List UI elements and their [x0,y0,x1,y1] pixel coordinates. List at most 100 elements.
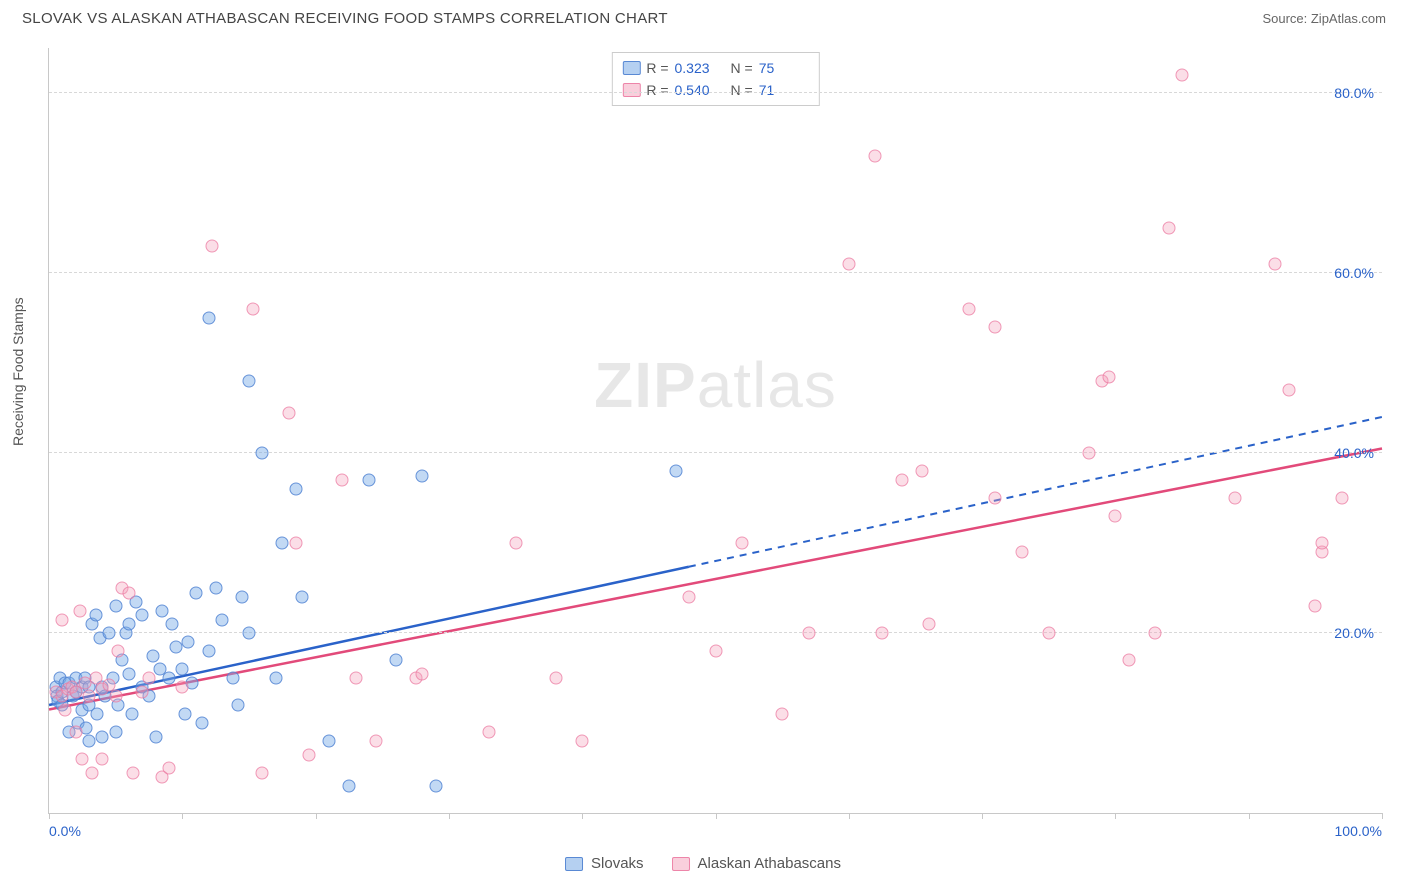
legend-correlation-box: R = 0.323 N = 75 R = 0.540 N = 71 [611,52,819,106]
x-tick [1115,813,1116,819]
scatter-point [389,654,402,667]
scatter-point [242,375,255,388]
scatter-point [349,672,362,685]
x-tick [449,813,450,819]
scatter-point [90,708,103,721]
swatch-pink [672,857,690,871]
scatter-point [156,604,169,617]
scatter-point [282,406,295,419]
scatter-point [256,766,269,779]
scatter-point [82,690,95,703]
scatter-point [302,748,315,761]
scatter-point [342,780,355,793]
scatter-point [876,627,889,640]
scatter-point [205,240,218,253]
scatter-point [922,618,935,631]
n-value-slovaks: 75 [759,57,809,79]
scatter-point [1309,600,1322,613]
scatter-point [89,609,102,622]
scatter-point [1082,447,1095,460]
scatter-point [482,726,495,739]
x-tick [49,813,50,819]
scatter-point [189,586,202,599]
scatter-point [669,465,682,478]
scatter-point [246,303,259,316]
scatter-point [416,667,429,680]
chart-source: Source: ZipAtlas.com [1262,11,1386,26]
r-label: R = [646,57,668,79]
x-tick [316,813,317,819]
legend-row-athabascans: R = 0.540 N = 71 [622,79,808,101]
swatch-blue [622,61,640,75]
r-label: R = [646,79,668,101]
scatter-point [73,604,86,617]
scatter-point [1016,546,1029,559]
scatter-point [429,780,442,793]
scatter-point [178,708,191,721]
x-tick [1249,813,1250,819]
scatter-point [232,699,245,712]
x-tick-label: 100.0% [1335,823,1382,839]
n-label: N = [731,57,753,79]
scatter-point [1149,627,1162,640]
scatter-point [1162,222,1175,235]
legend-label-slovaks: Slovaks [591,855,644,872]
r-value-slovaks: 0.323 [675,57,725,79]
scatter-point [69,726,82,739]
scatter-point [96,730,109,743]
chart-title: SLOVAK VS ALASKAN ATHABASCAN RECEIVING F… [22,10,668,27]
scatter-point [109,690,122,703]
scatter-point [202,645,215,658]
scatter-point [56,613,69,626]
x-tick [716,813,717,819]
scatter-point [576,735,589,748]
scatter-point [112,645,125,658]
scatter-point [962,303,975,316]
scatter-point [256,447,269,460]
scatter-point [196,717,209,730]
x-tick [1382,813,1383,819]
scatter-point [58,703,71,716]
scatter-point [989,492,1002,505]
gridline-h [49,272,1382,273]
scatter-point [1122,654,1135,667]
scatter-point [289,537,302,550]
scatter-point [416,469,429,482]
legend-series-box: Slovaks Alaskan Athabascans [565,855,841,872]
chart-header: SLOVAK VS ALASKAN ATHABASCAN RECEIVING F… [0,0,1406,33]
scatter-point [1316,537,1329,550]
scatter-point [549,672,562,685]
trend-line-solid [49,449,1382,710]
scatter-point [142,672,155,685]
scatter-point [1336,492,1349,505]
scatter-point [242,627,255,640]
scatter-point [146,649,159,662]
scatter-point [176,663,189,676]
n-label: N = [731,79,753,101]
legend-item-athabascans: Alaskan Athabascans [672,855,841,872]
x-tick-label: 0.0% [49,823,81,839]
scatter-point [736,537,749,550]
scatter-point [869,150,882,163]
legend-item-slovaks: Slovaks [565,855,644,872]
scatter-point [165,618,178,631]
scatter-point [1269,258,1282,271]
scatter-point [842,258,855,271]
scatter-point [162,762,175,775]
y-tick-label: 80.0% [1334,85,1374,101]
x-tick [982,813,983,819]
scatter-point [109,600,122,613]
scatter-point [709,645,722,658]
gridline-h [49,92,1382,93]
scatter-point [1042,627,1055,640]
chart-plot-area: ZIPatlas R = 0.323 N = 75 R = 0.540 N = … [48,48,1382,814]
scatter-point [102,627,115,640]
y-tick-label: 40.0% [1334,445,1374,461]
y-tick-label: 20.0% [1334,625,1374,641]
scatter-point [916,465,929,478]
scatter-point [82,735,95,748]
scatter-point [76,753,89,766]
scatter-point [202,312,215,325]
scatter-point [296,591,309,604]
scatter-point [85,766,98,779]
